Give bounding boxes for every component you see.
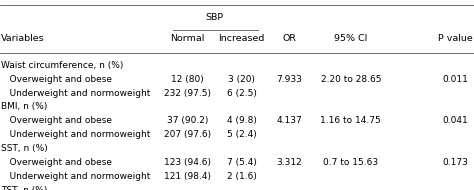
Text: Underweight and normoweight: Underweight and normoweight	[1, 172, 150, 181]
Text: Variables: Variables	[1, 34, 45, 43]
Text: 37 (90.2): 37 (90.2)	[166, 116, 208, 125]
Text: 123 (94.6): 123 (94.6)	[164, 158, 211, 167]
Text: Overweight and obese: Overweight and obese	[1, 158, 112, 167]
Text: 5 (2.4): 5 (2.4)	[227, 130, 256, 139]
Text: Underweight and normoweight: Underweight and normoweight	[1, 130, 150, 139]
Text: 0.173: 0.173	[442, 158, 468, 167]
Text: 0.011: 0.011	[442, 75, 468, 84]
Text: Normal: Normal	[170, 34, 204, 43]
Text: Waist circumference, n (%): Waist circumference, n (%)	[1, 61, 123, 70]
Text: 2.20 to 28.65: 2.20 to 28.65	[320, 75, 381, 84]
Text: 1.16 to 14.75: 1.16 to 14.75	[320, 116, 381, 125]
Text: OR: OR	[282, 34, 296, 43]
Text: 3.312: 3.312	[276, 158, 302, 167]
Text: BMI, n (%): BMI, n (%)	[1, 102, 47, 111]
Text: SST, n (%): SST, n (%)	[1, 144, 48, 153]
Text: P value: P value	[438, 34, 473, 43]
Text: TST, n (%): TST, n (%)	[1, 186, 47, 190]
Text: 0.7 to 15.63: 0.7 to 15.63	[323, 158, 378, 167]
Text: 7 (5.4): 7 (5.4)	[227, 158, 257, 167]
Text: 207 (97.6): 207 (97.6)	[164, 130, 211, 139]
Text: 12 (80): 12 (80)	[171, 75, 204, 84]
Text: 232 (97.5): 232 (97.5)	[164, 89, 211, 97]
Text: 4 (9.8): 4 (9.8)	[227, 116, 257, 125]
Text: Increased: Increased	[219, 34, 265, 43]
Text: 121 (98.4): 121 (98.4)	[164, 172, 211, 181]
Text: 4.137: 4.137	[276, 116, 302, 125]
Text: 3 (20): 3 (20)	[228, 75, 255, 84]
Text: 6 (2.5): 6 (2.5)	[227, 89, 257, 97]
Text: Overweight and obese: Overweight and obese	[1, 75, 112, 84]
Text: SBP: SBP	[205, 13, 223, 22]
Text: Overweight and obese: Overweight and obese	[1, 116, 112, 125]
Text: 7.933: 7.933	[276, 75, 302, 84]
Text: 0.041: 0.041	[442, 116, 468, 125]
Text: 2 (1.6): 2 (1.6)	[227, 172, 257, 181]
Text: 95% CI: 95% CI	[334, 34, 367, 43]
Text: Underweight and normoweight: Underweight and normoweight	[1, 89, 150, 97]
